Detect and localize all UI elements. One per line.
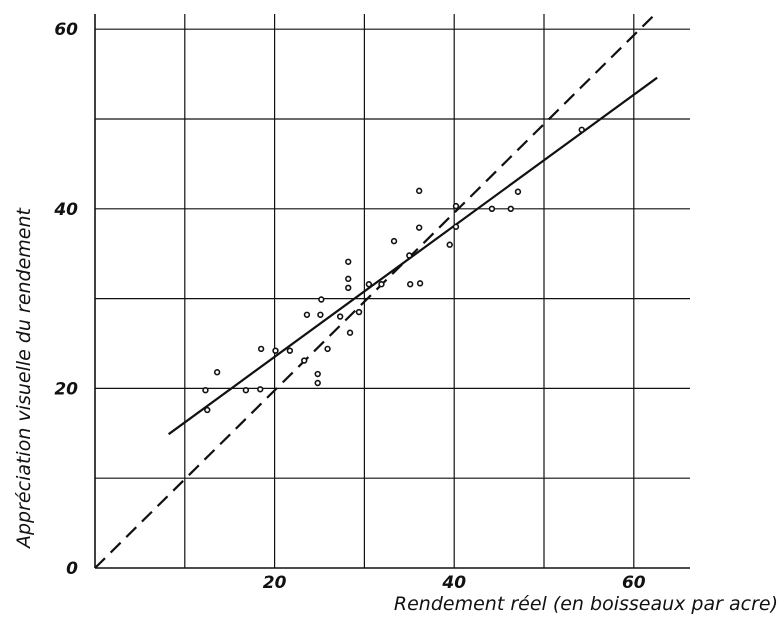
data-point [345, 258, 352, 265]
data-point [415, 187, 423, 195]
y-tick-label: 20 [54, 379, 78, 399]
data-point [507, 205, 514, 213]
data-point [213, 369, 221, 376]
data-point [346, 329, 354, 336]
x-tick-label: 20 [263, 573, 287, 593]
data-point [446, 241, 453, 248]
data-point [202, 386, 209, 394]
data-point [452, 223, 460, 230]
data-point [257, 386, 264, 393]
data-point [406, 252, 413, 259]
identity-line-dashed [94, 10, 659, 569]
data-point [514, 188, 522, 195]
data-point [390, 237, 398, 245]
data-point [355, 308, 363, 316]
data-point [204, 406, 211, 414]
x-tick-label: 60 [622, 573, 646, 593]
x-axis-label: Rendement réel (en boisseaux par acre) [394, 593, 778, 615]
data-point [314, 379, 321, 387]
fit-lines [94, 10, 659, 569]
grid [95, 14, 690, 568]
data-point [345, 284, 352, 292]
data-point [242, 386, 250, 394]
data-point [365, 281, 373, 288]
data-point [303, 311, 311, 318]
data-point [272, 347, 279, 354]
data-points [202, 126, 585, 414]
data-point [578, 126, 585, 133]
data-point [301, 357, 308, 364]
data-point [415, 224, 423, 231]
x-tick-labels: 20 40 60 [263, 573, 646, 593]
data-point [324, 345, 331, 353]
data-point [286, 347, 294, 354]
data-point [452, 202, 460, 210]
regression-line [167, 76, 658, 436]
axes [94, 14, 690, 569]
data-point [345, 275, 352, 283]
x-tick-label: 40 [441, 573, 466, 593]
data-point [406, 281, 414, 288]
y-axis-label: Appréciation visuelle du rendement [13, 206, 35, 550]
y-tick-label: 0 [66, 559, 78, 579]
y-tick-label: 60 [54, 20, 78, 40]
data-point [318, 296, 325, 303]
data-point [488, 205, 496, 213]
data-point [416, 280, 424, 287]
y-tick-label: 40 [53, 200, 78, 220]
data-point [314, 370, 321, 378]
data-point [378, 281, 385, 288]
y-tick-labels: 0 20 40 60 [53, 20, 78, 579]
data-point [336, 313, 344, 320]
data-point [257, 345, 265, 353]
data-point [317, 311, 324, 318]
